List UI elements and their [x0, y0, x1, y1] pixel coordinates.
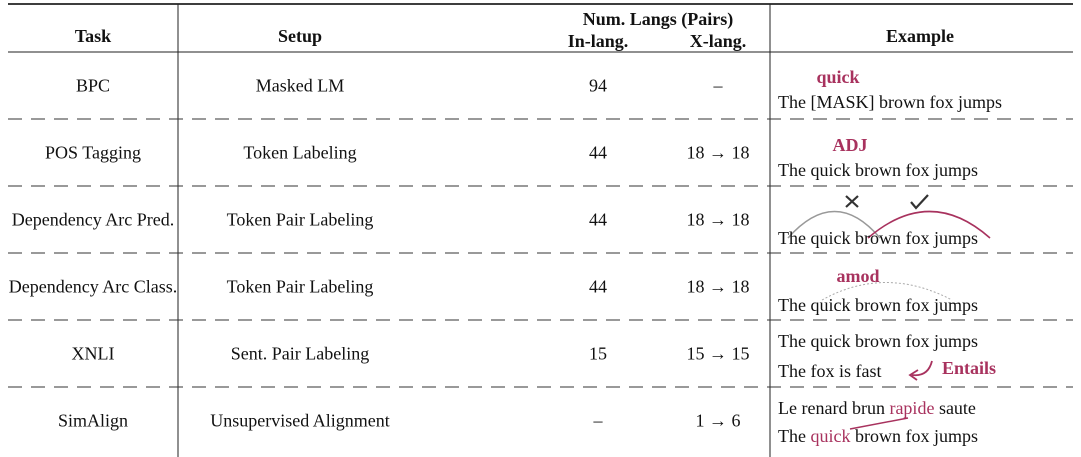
example-premise: The quick brown fox jumps: [778, 331, 978, 351]
x-lang: –: [713, 76, 724, 96]
setup: Masked LM: [256, 76, 345, 96]
header-in-lang: In-lang.: [568, 31, 629, 51]
task: XNLI: [72, 344, 115, 364]
task: Dependency Arc Pred.: [12, 210, 174, 230]
example-hypothesis: The fox is fast: [778, 361, 881, 381]
arc-wrong: [787, 210, 881, 239]
alignment-line: [849, 417, 909, 430]
x-lang: 18 → 18: [687, 277, 750, 297]
example-target: The quick brown fox jumps: [778, 426, 978, 446]
arc-correct: [867, 210, 991, 239]
example-sentence: The quick brown fox jumps: [778, 228, 978, 248]
aligned-word: quick: [810, 426, 850, 446]
x-lang: 18 → 18: [687, 143, 750, 163]
setup: Token Pair Labeling: [227, 210, 374, 230]
setup: Token Pair Labeling: [227, 277, 374, 297]
in-lang: –: [593, 411, 604, 431]
header-setup: Setup: [278, 26, 322, 46]
word: saute: [934, 398, 975, 418]
setup: Token Labeling: [243, 143, 356, 163]
header-num-langs: Num. Langs (Pairs): [583, 9, 734, 30]
setup: Sent. Pair Labeling: [231, 344, 369, 364]
word: brown fox jumps: [850, 426, 978, 446]
header-x-lang: X-lang.: [690, 31, 747, 51]
task: BPC: [76, 76, 110, 96]
example-source: Le renard brun rapide saute: [778, 398, 976, 418]
example-label: ADJ: [833, 135, 868, 155]
example-label: Entails: [942, 358, 996, 378]
example-sentence: The quick brown fox jumps: [778, 295, 978, 315]
header-task: Task: [75, 26, 111, 46]
example-sentence: The [MASK] brown fox jumps: [778, 92, 1002, 112]
task: Dependency Arc Class.: [9, 277, 177, 297]
cross-icon: [845, 195, 859, 208]
in-lang: 44: [589, 277, 607, 297]
header-example: Example: [886, 26, 954, 46]
example-label: amod: [836, 266, 879, 286]
in-lang: 44: [589, 143, 607, 163]
x-lang: 18 → 18: [687, 210, 750, 230]
x-lang: 15 → 15: [687, 344, 750, 364]
in-lang: 94: [589, 76, 607, 96]
arrow-head: [908, 369, 919, 381]
setup: Unsupervised Alignment: [210, 411, 389, 431]
task: POS Tagging: [45, 143, 141, 163]
in-lang: 44: [589, 210, 607, 230]
aligned-word: rapide: [889, 398, 934, 418]
word: The: [778, 426, 810, 446]
check-icon: [910, 194, 929, 210]
example-label: quick: [816, 67, 859, 87]
task: SimAlign: [58, 411, 128, 431]
word: Le renard brun: [778, 398, 889, 418]
arrow: [911, 360, 933, 377]
x-lang: 1 → 6: [696, 411, 741, 431]
example-sentence: The quick brown fox jumps: [778, 160, 978, 180]
in-lang: 15: [589, 344, 607, 364]
